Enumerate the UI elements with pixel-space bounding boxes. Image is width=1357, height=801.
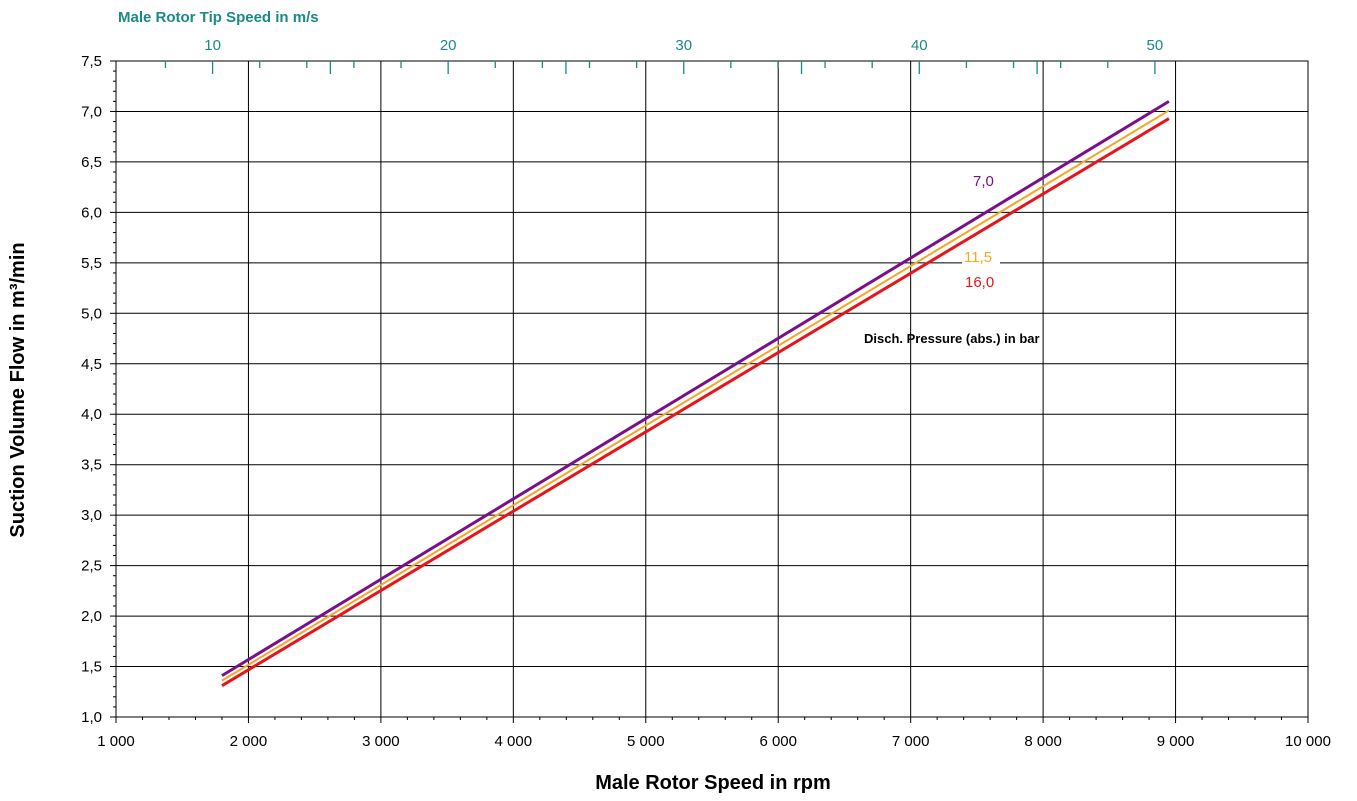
series-line: [221, 100, 1170, 677]
x-tick-label: 8 000: [1024, 733, 1062, 750]
x-tick-label: 10 000: [1285, 733, 1331, 750]
series-label: 7,0: [973, 173, 994, 190]
y-tick-label: 3,0: [81, 507, 102, 524]
y-tick-label: 6,0: [81, 204, 102, 221]
labels: 1 000 2 000 3 000 4 000 5 000 6 000 7 000 8 000…: [81, 37, 1331, 750]
y-tick-label: 2,0: [81, 608, 102, 625]
series-lines: [221, 100, 1170, 688]
axes: [110, 60, 1309, 723]
plot-frame: [115, 60, 1309, 718]
y-tick-label: 6,5: [81, 154, 102, 171]
secondary-x-tick-label: 20: [440, 37, 457, 54]
y-axis-title: Suction Volume Flow in m³/min: [7, 242, 29, 537]
secondary-x-tick-label: 50: [1147, 37, 1164, 54]
x-tick-label: 5 000: [627, 733, 665, 750]
secondary-x-axis-title: Male Rotor Tip Speed in m/s: [118, 9, 319, 26]
x-tick-label: 3 000: [362, 733, 400, 750]
secondary-x-tick-label: 10: [204, 37, 221, 54]
y-tick-label: 4,5: [81, 356, 102, 373]
secondary-x-tick-label: 30: [675, 37, 692, 54]
y-tick-label: 1,5: [81, 659, 102, 676]
y-tick-label: 5,5: [81, 255, 102, 272]
legend-title: Disch. Pressure (abs.) in bar: [864, 331, 1040, 346]
grid: [116, 61, 1308, 717]
x-tick-label: 9 000: [1157, 733, 1195, 750]
series-label: 16,0: [965, 274, 994, 291]
y-tick-label: 4,0: [81, 406, 102, 423]
x-tick-label: 4 000: [495, 733, 533, 750]
series-line: [221, 109, 1170, 682]
y-tick-label: 1,0: [81, 709, 102, 726]
y-tick-label: 5,0: [81, 305, 102, 322]
x-tick-label: 2 000: [230, 733, 268, 750]
secondary-x-tick-label: 40: [911, 37, 928, 54]
y-tick-label: 7,5: [81, 53, 102, 70]
x-tick-label: 7 000: [892, 733, 930, 750]
y-tick-label: 7,0: [81, 103, 102, 120]
x-tick-label: 6 000: [759, 733, 797, 750]
series-label: 11,5: [964, 249, 992, 266]
series-line: [221, 117, 1170, 688]
series-label-bg: [962, 249, 1000, 266]
y-tick-label: 2,5: [81, 558, 102, 575]
x-tick-label: 1 000: [97, 733, 135, 750]
y-tick-label: 3,5: [81, 457, 102, 474]
x-axis-title: Male Rotor Speed in rpm: [595, 772, 831, 794]
